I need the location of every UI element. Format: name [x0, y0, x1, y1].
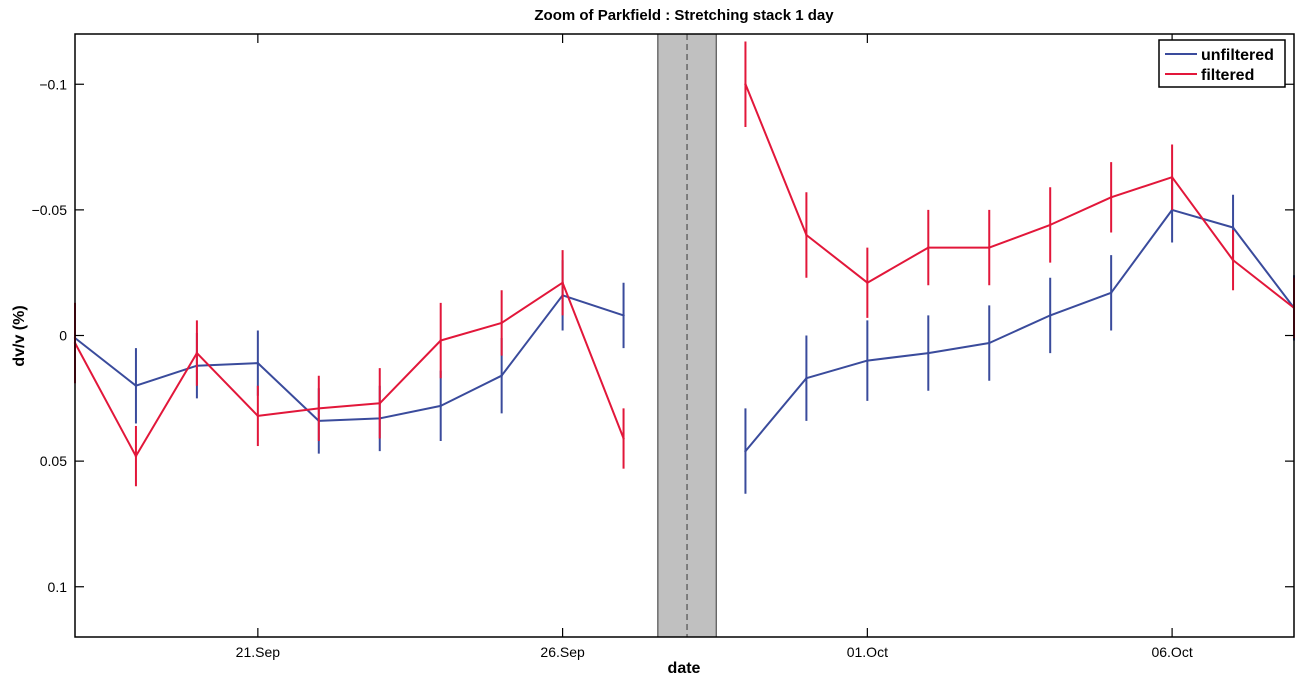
- y-axis-label: dv/v (%): [11, 305, 28, 366]
- data-point-filtered: [1231, 258, 1235, 262]
- data-point-unfiltered: [1231, 226, 1235, 229]
- data-point-unfiltered: [927, 351, 930, 355]
- data-point-filtered: [805, 233, 808, 237]
- data-point-filtered: [1109, 196, 1113, 199]
- data-point-filtered: [866, 281, 869, 284]
- legend-box: [1158, 39, 1286, 88]
- data-point-unfiltered: [744, 449, 747, 453]
- axis-ticks: −0.1 −0.05 0 0.05 0.1 21.Sep 26.Sep 01.Oct 06.Oc…: [32, 34, 1294, 660]
- data-point-unfiltered: [1109, 291, 1113, 294]
- data-point-filtered: [927, 246, 930, 249]
- x-tick-label: 21.Sep: [236, 644, 281, 660]
- data-point-unfiltered: [988, 341, 991, 345]
- data-point-filtered: [561, 281, 564, 284]
- y-tick-label: 0.05: [40, 453, 67, 469]
- data-point-unfiltered: [256, 361, 260, 365]
- data-point-unfiltered: [866, 359, 869, 362]
- legend: unfiltered filtered: [1158, 39, 1286, 88]
- data-point-filtered: [256, 414, 260, 418]
- y-tick-label: −0.1: [39, 76, 67, 92]
- data-point-filtered: [988, 246, 991, 249]
- data-point-unfiltered: [1049, 314, 1052, 317]
- x-axis-label: date: [668, 660, 701, 677]
- data-point-filtered: [622, 437, 625, 440]
- y-tick-label: 0.1: [48, 579, 68, 595]
- legend-label-filtered: filtered: [1201, 67, 1254, 84]
- data-point-filtered: [500, 321, 503, 325]
- data-point-unfiltered: [439, 404, 442, 408]
- series-line-unfiltered: [74, 294, 624, 422]
- data-point-filtered: [439, 339, 442, 342]
- series-line-filtered: [744, 83, 1295, 309]
- data-point-filtered: [134, 454, 138, 458]
- data-point-unfiltered: [500, 374, 503, 377]
- x-tick-label: 06.Oct: [1151, 644, 1192, 660]
- data-point-filtered: [744, 83, 747, 86]
- chart-title: Zoom of Parkfield : Stretching stack 1 d…: [534, 7, 834, 24]
- series-line-unfiltered: [744, 208, 1295, 452]
- data-point-unfiltered: [134, 384, 138, 387]
- data-point-unfiltered: [622, 314, 625, 317]
- legend-label-unfiltered: unfiltered: [1201, 47, 1274, 64]
- y-tick-label: 0: [59, 328, 67, 344]
- x-tick-label: 01.Oct: [847, 644, 888, 660]
- plot-area: [73, 33, 1295, 638]
- data-point-filtered: [195, 351, 199, 355]
- series-line-filtered: [74, 281, 625, 458]
- data-point-filtered: [378, 402, 381, 405]
- x-tick-label: 26.Sep: [540, 644, 585, 660]
- data-point-filtered: [1170, 176, 1174, 179]
- y-tick-label: −0.05: [32, 202, 68, 218]
- data-point-filtered: [317, 407, 320, 410]
- data-point-unfiltered: [805, 377, 808, 380]
- data-point-filtered: [1049, 223, 1052, 227]
